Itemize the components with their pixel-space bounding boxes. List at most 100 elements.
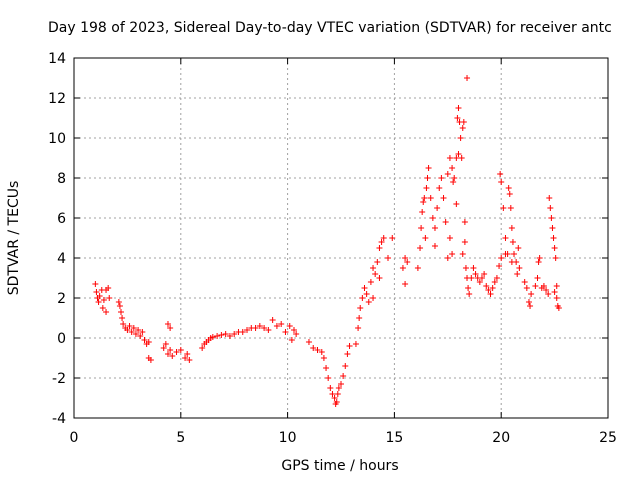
data-point: [167, 325, 174, 331]
data-point: [423, 185, 430, 191]
data-point: [106, 295, 113, 301]
data-point: [128, 329, 135, 335]
data-point: [99, 305, 106, 311]
data-point: [214, 333, 221, 339]
data-point: [119, 315, 126, 321]
data-point: [376, 245, 383, 251]
data-point: [449, 251, 456, 257]
data-point: [438, 175, 445, 181]
data-point: [92, 281, 99, 287]
data-point: [509, 239, 516, 245]
data-point: [464, 75, 471, 81]
data-point: [139, 329, 146, 335]
data-point: [352, 341, 359, 347]
y-tick-label: -4: [52, 411, 66, 427]
data-point: [455, 105, 462, 111]
data-point: [498, 179, 505, 185]
data-point: [457, 135, 464, 141]
data-point: [218, 332, 225, 338]
x-tick-label: 0: [70, 430, 79, 446]
x-tick-label: 25: [599, 430, 617, 446]
data-point: [167, 347, 174, 353]
data-point: [116, 303, 123, 309]
data-point: [124, 327, 131, 333]
data-point: [502, 251, 509, 257]
data-point: [455, 151, 462, 157]
data-point: [476, 279, 483, 285]
data-point: [505, 185, 512, 191]
data-point: [355, 325, 362, 331]
data-point: [444, 171, 451, 177]
data-point: [329, 391, 336, 397]
data-point: [491, 279, 498, 285]
data-point: [446, 155, 453, 161]
data-point: [481, 271, 488, 277]
x-axis-label: GPS time / hours: [281, 458, 398, 474]
gridlines: [74, 58, 608, 418]
data-point: [162, 341, 169, 347]
data-point: [402, 255, 409, 261]
data-point: [222, 331, 229, 337]
data-point: [527, 303, 534, 309]
data-point: [442, 219, 449, 225]
y-tick-label: 10: [48, 131, 66, 147]
data-point: [434, 205, 441, 211]
plot-frame: [73, 57, 609, 419]
data-point: [535, 259, 542, 265]
data-point: [132, 331, 139, 337]
y-tick-label: 8: [57, 171, 66, 187]
data-point: [384, 255, 391, 261]
x-tick-label: 15: [385, 430, 403, 446]
data-point: [458, 155, 465, 161]
data-point: [496, 263, 503, 269]
data-point: [446, 235, 453, 241]
y-tick-label: 12: [48, 91, 66, 107]
y-tick-label: 14: [48, 51, 66, 67]
data-point: [137, 333, 144, 339]
data-point: [461, 239, 468, 245]
data-point: [340, 373, 347, 379]
data-point: [500, 205, 507, 211]
data-point: [461, 219, 468, 225]
data-point: [135, 327, 142, 333]
data-point: [169, 353, 176, 359]
data-point: [470, 265, 477, 271]
data-point: [269, 317, 276, 323]
data-point: [472, 271, 479, 277]
data-point: [548, 215, 555, 221]
data-point: [532, 283, 539, 289]
data-point: [346, 343, 353, 349]
data-point: [436, 185, 443, 191]
data-point: [273, 323, 280, 329]
data-point: [487, 291, 494, 297]
data-point: [96, 293, 103, 299]
data-point: [278, 321, 285, 327]
data-point: [422, 235, 429, 241]
data-point: [173, 349, 180, 355]
data-point: [440, 195, 447, 201]
data-point: [389, 235, 396, 241]
y-tick-label: 6: [57, 211, 66, 227]
data-point: [291, 327, 298, 333]
data-point: [145, 339, 152, 345]
data-point: [553, 283, 560, 289]
y-tick-label: 0: [57, 331, 66, 347]
data-point: [514, 271, 521, 277]
data-point: [478, 275, 485, 281]
data-point: [365, 299, 372, 305]
data-point: [199, 345, 206, 351]
data-point: [425, 165, 432, 171]
data-point: [444, 255, 451, 261]
y-tick-label: -2: [52, 371, 66, 387]
data-point: [450, 179, 457, 185]
data-point: [399, 265, 406, 271]
data-point: [431, 225, 438, 231]
data-point: [333, 399, 340, 405]
axis-ticks: -4 -2 0 2 4 6 8 10 12 14 0 5 10 15 20 25: [48, 51, 617, 446]
data-point: [105, 285, 112, 291]
data-point: [356, 315, 363, 321]
data-point: [344, 351, 351, 357]
data-point: [130, 325, 137, 331]
x-tick-label: 20: [492, 430, 510, 446]
